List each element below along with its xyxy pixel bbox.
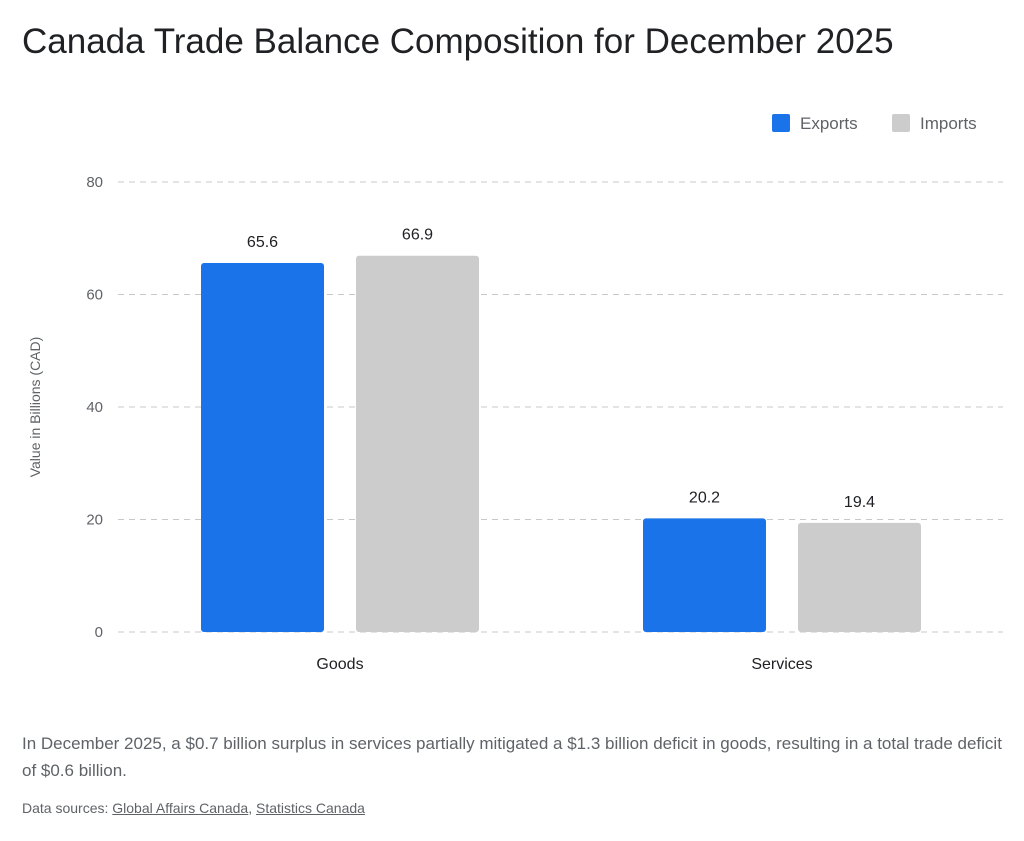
chart-title: Canada Trade Balance Composition for Dec…	[22, 22, 894, 61]
sources-separator: ,	[248, 800, 256, 816]
bar-chart: 0 20 40 60 80 Value in Billions (CAD) 65.6 66…	[27, 114, 1003, 673]
bar-imports-services	[798, 522, 921, 632]
y-tick-label: 80	[86, 174, 103, 191]
y-tick-label: 60	[86, 287, 103, 304]
legend-swatch-exports	[772, 114, 790, 132]
data-label: 20.2	[689, 489, 720, 506]
bar-exports-goods	[201, 263, 324, 632]
legend-label-imports: Imports	[920, 114, 977, 133]
y-tick-label: 0	[95, 624, 103, 641]
sources-prefix: Data sources:	[22, 800, 113, 816]
y-axis-label: Value in Billions (CAD)	[27, 337, 43, 478]
legend-label-exports: Exports	[800, 114, 858, 133]
data-sources: Data sources: Global Affairs Canada, Sta…	[22, 800, 365, 816]
chart-caption: In December 2025, a $0.7 billion surplus…	[22, 734, 1002, 780]
source-link-statistics-canada[interactable]: Statistics Canada	[256, 800, 365, 816]
y-tick-label: 20	[86, 512, 103, 529]
x-tick-label: Services	[751, 656, 812, 673]
data-label: 65.6	[247, 234, 278, 251]
bar-imports-goods	[356, 255, 479, 632]
data-label: 66.9	[402, 227, 433, 244]
data-label: 19.4	[844, 494, 875, 511]
legend-swatch-imports	[892, 114, 910, 132]
y-tick-label: 40	[86, 399, 103, 416]
bar-exports-services	[643, 518, 766, 632]
source-link-global-affairs[interactable]: Global Affairs Canada	[112, 800, 249, 816]
x-tick-label: Goods	[316, 656, 363, 673]
